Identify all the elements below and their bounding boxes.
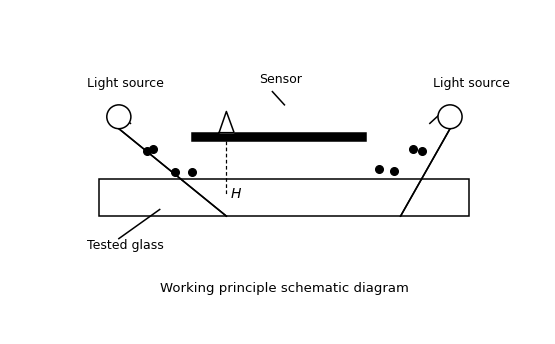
- Ellipse shape: [107, 105, 131, 129]
- Polygon shape: [219, 111, 234, 133]
- Text: Tested glass: Tested glass: [87, 239, 163, 252]
- Bar: [192, 133, 366, 141]
- Bar: [99, 179, 470, 216]
- Text: Working principle schematic diagram: Working principle schematic diagram: [160, 282, 409, 295]
- Text: Sensor: Sensor: [259, 73, 301, 86]
- Text: Light source: Light source: [87, 77, 164, 90]
- Ellipse shape: [438, 105, 462, 129]
- Text: Light source: Light source: [433, 77, 509, 90]
- Text: H: H: [231, 186, 241, 201]
